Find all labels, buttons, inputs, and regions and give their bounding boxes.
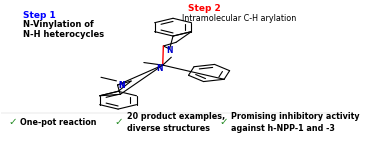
Text: One-pot reaction: One-pot reaction	[20, 118, 97, 127]
Text: N: N	[166, 46, 172, 55]
Text: diverse structures: diverse structures	[127, 124, 210, 133]
Text: Intramolecular C-H arylation: Intramolecular C-H arylation	[181, 14, 296, 23]
Text: N: N	[157, 64, 163, 73]
Text: Promising inhibitory activity: Promising inhibitory activity	[231, 112, 360, 121]
Text: N: N	[118, 81, 125, 90]
Text: N-Vinylation of: N-Vinylation of	[23, 20, 93, 29]
Text: N-H heterocycles: N-H heterocycles	[23, 30, 104, 39]
Text: N: N	[118, 81, 125, 90]
Text: ✓: ✓	[115, 117, 124, 127]
Text: Step 2: Step 2	[189, 4, 221, 13]
Text: ✓: ✓	[8, 117, 17, 127]
Text: against h-NPP-1 and -3: against h-NPP-1 and -3	[231, 124, 335, 133]
Text: Step 1: Step 1	[23, 11, 56, 20]
Text: 20 product examples,: 20 product examples,	[127, 112, 225, 121]
Text: ✓: ✓	[219, 117, 228, 127]
